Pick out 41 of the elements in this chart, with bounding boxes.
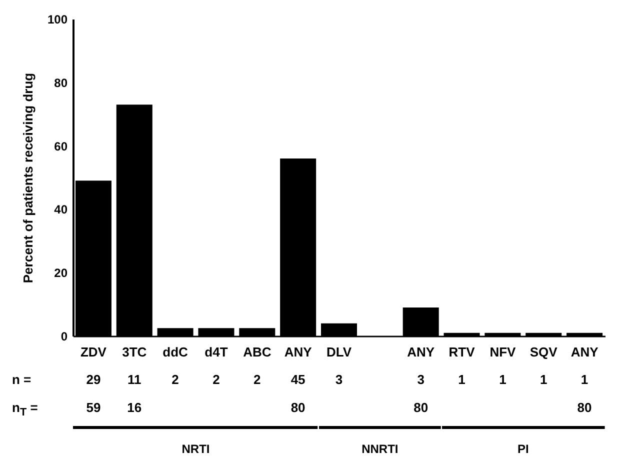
x-tick-label: ABC bbox=[243, 344, 272, 360]
x-tick-label: ddC bbox=[162, 344, 189, 360]
text: NRTI bbox=[182, 442, 210, 456]
text: 80 bbox=[577, 400, 592, 415]
x-tick-label: ANY bbox=[570, 344, 599, 360]
x-tick-label: ANY bbox=[407, 344, 435, 360]
text: 2 bbox=[212, 372, 220, 387]
x-tick-label: RTV bbox=[448, 344, 476, 360]
text: PI bbox=[517, 442, 529, 456]
text: 45 bbox=[290, 372, 306, 387]
x-tick-label: d4T bbox=[204, 344, 228, 360]
x-tick-label: NFV bbox=[490, 344, 516, 360]
text: NNRTI bbox=[362, 442, 398, 456]
text: n$_{T}$ = bbox=[12, 400, 38, 419]
y-tick-label: 60 bbox=[54, 139, 68, 154]
x-tick-label: SQV bbox=[530, 344, 558, 360]
y-tick-label: 20 bbox=[54, 266, 68, 280]
x-tick-label: DLV bbox=[326, 344, 352, 360]
text: 80 bbox=[290, 400, 306, 415]
text: 11 bbox=[128, 372, 142, 387]
y-axis-title: Percent of patients receiving drug bbox=[20, 72, 36, 284]
text: 3 bbox=[417, 372, 424, 387]
y-tick-label: 100 bbox=[47, 12, 68, 26]
x-tick-label: 3TC bbox=[122, 344, 148, 360]
text: 1 bbox=[499, 372, 506, 387]
text: 80 bbox=[414, 400, 428, 415]
text: 16 bbox=[127, 400, 142, 415]
text: 3 bbox=[335, 372, 343, 387]
y-tick-label: 80 bbox=[54, 76, 68, 90]
text: 2 bbox=[172, 372, 179, 387]
text: 1 bbox=[540, 372, 548, 387]
text: n = bbox=[12, 372, 32, 387]
y-tick-label: 0 bbox=[60, 330, 68, 344]
y-tick-label: 40 bbox=[54, 202, 68, 217]
text: 1 bbox=[458, 372, 466, 387]
text: 29 bbox=[86, 372, 101, 387]
x-tick-label: ZDV bbox=[80, 344, 107, 360]
text: 1 bbox=[580, 372, 588, 387]
text: 59 bbox=[86, 400, 101, 415]
text: 2 bbox=[254, 372, 261, 387]
x-tick-label: ANY bbox=[284, 344, 312, 360]
